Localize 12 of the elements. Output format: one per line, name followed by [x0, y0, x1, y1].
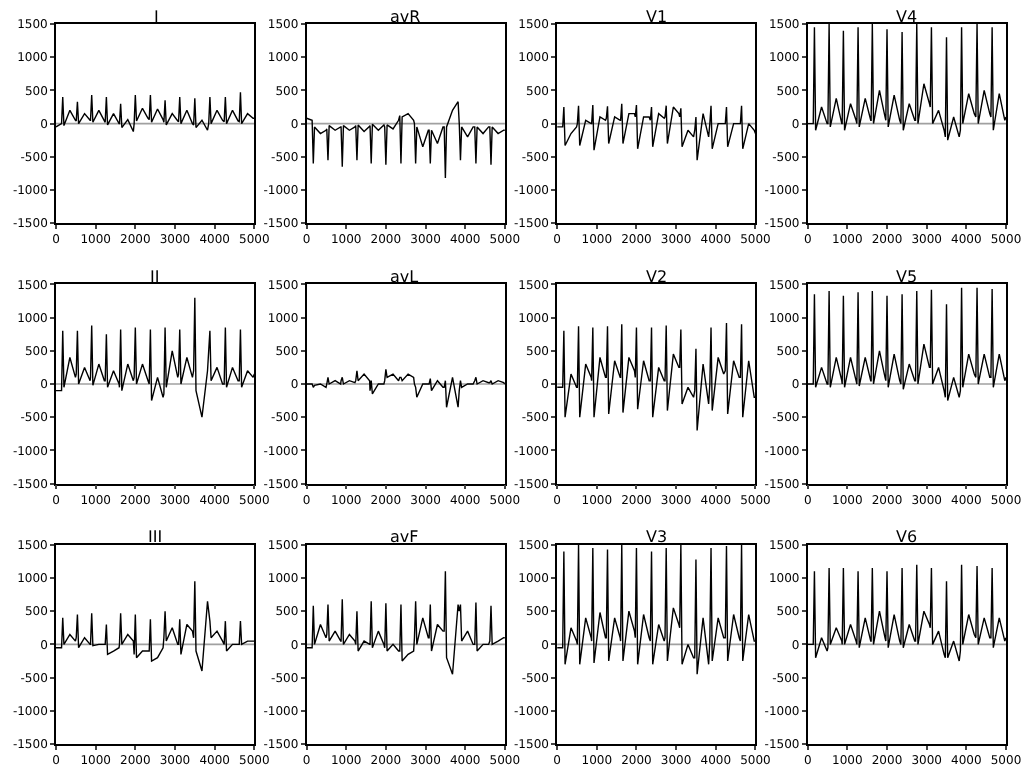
chart-title: V2 — [646, 268, 668, 286]
chart-title: avR — [390, 8, 422, 26]
chart-title: V3 — [646, 528, 668, 546]
chart-title: V4 — [896, 8, 918, 26]
chart-title: II — [150, 268, 160, 286]
chart-title: III — [148, 528, 163, 546]
chart-title: avF — [390, 528, 420, 546]
chart-title: V5 — [896, 268, 918, 286]
chart-title: V6 — [896, 528, 918, 546]
chart-title: V1 — [646, 8, 668, 26]
chart-title: I — [154, 8, 159, 26]
chart-title: avL — [390, 268, 420, 286]
